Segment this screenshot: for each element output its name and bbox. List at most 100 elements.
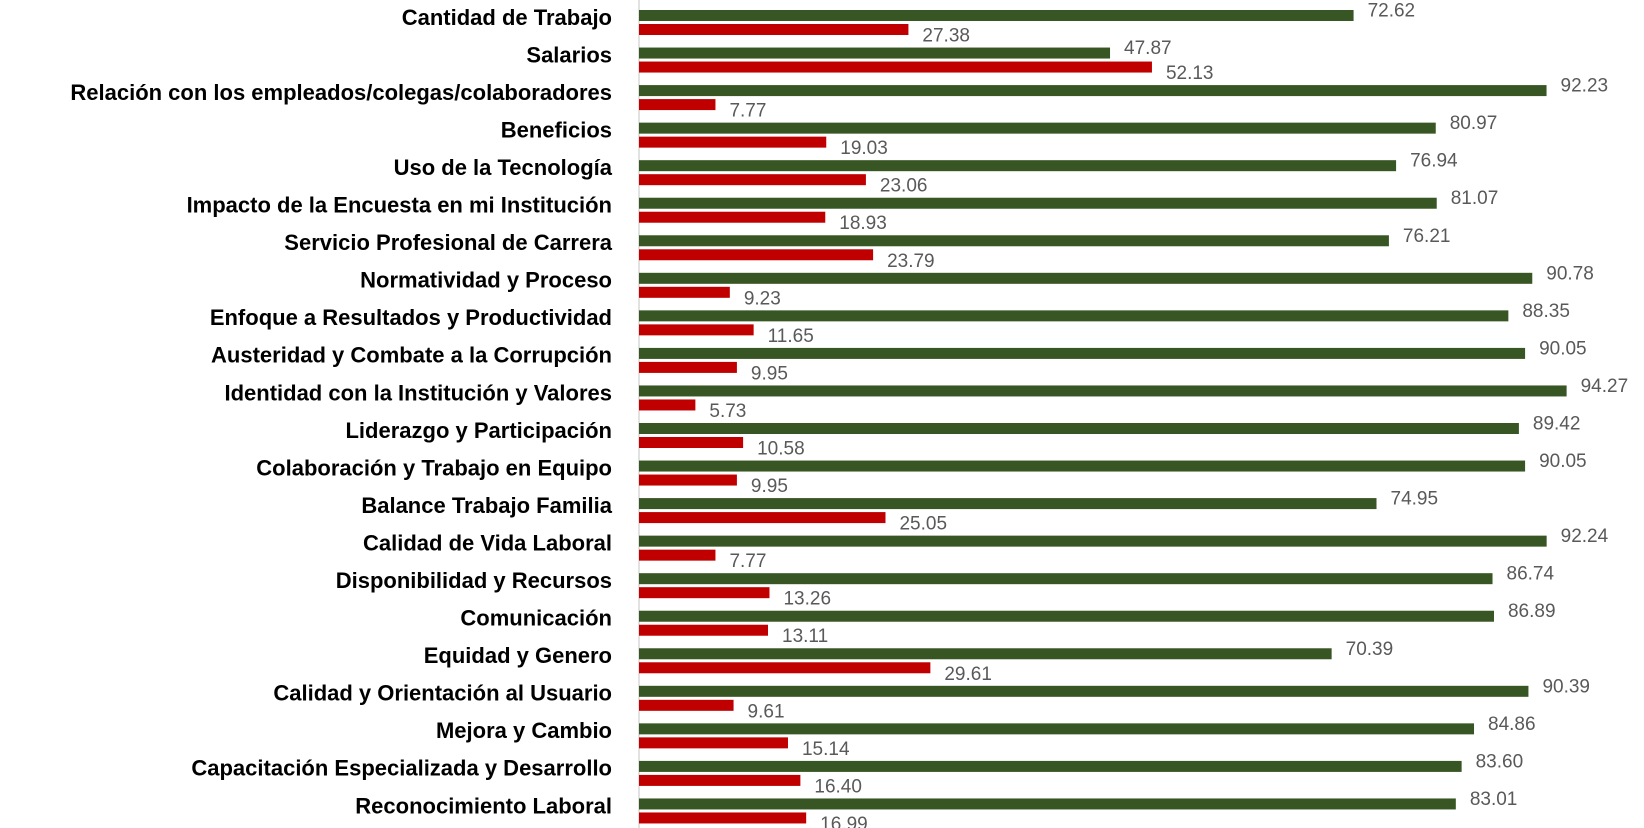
bar bbox=[639, 699, 734, 711]
category-label: Cantidad de Trabajo bbox=[402, 5, 612, 30]
bar bbox=[639, 160, 1397, 172]
bar bbox=[639, 211, 826, 223]
value-label: 94.27 bbox=[1581, 376, 1629, 397]
bar bbox=[639, 136, 827, 148]
category-label: Relación con los empleados/colegas/colab… bbox=[70, 80, 612, 105]
value-label: 52.13 bbox=[1166, 63, 1214, 84]
value-label: 89.42 bbox=[1533, 414, 1581, 435]
bar bbox=[639, 99, 716, 111]
value-label: 23.79 bbox=[887, 251, 935, 272]
value-label: 90.78 bbox=[1546, 263, 1594, 284]
value-label: 27.38 bbox=[922, 26, 970, 47]
bar bbox=[639, 624, 769, 636]
value-label: 9.95 bbox=[751, 476, 788, 497]
value-label: 90.05 bbox=[1539, 451, 1587, 472]
value-label: 76.94 bbox=[1410, 151, 1458, 172]
value-label: 25.05 bbox=[899, 514, 947, 535]
bar bbox=[639, 798, 1456, 810]
bar bbox=[639, 272, 1533, 284]
bar bbox=[639, 737, 788, 749]
bar bbox=[639, 347, 1526, 359]
bar bbox=[639, 662, 931, 674]
value-label: 13.26 bbox=[783, 589, 831, 610]
value-label: 9.23 bbox=[744, 288, 781, 309]
category-label: Uso de la Tecnología bbox=[394, 155, 613, 180]
category-label: Salarios bbox=[526, 42, 612, 67]
bar bbox=[639, 760, 1462, 772]
category-label: Colaboración y Trabajo en Equipo bbox=[256, 455, 612, 480]
bar bbox=[639, 423, 1519, 434]
bar bbox=[639, 723, 1475, 735]
bar bbox=[639, 474, 737, 486]
category-label: Beneficios bbox=[501, 117, 612, 142]
bar bbox=[639, 85, 1547, 97]
bar bbox=[639, 310, 1509, 322]
value-label: 74.95 bbox=[1391, 489, 1439, 510]
bar bbox=[639, 399, 696, 411]
value-label: 23.06 bbox=[880, 176, 928, 197]
category-label: Identidad con la Institución y Valores bbox=[224, 380, 612, 405]
value-label: 16.99 bbox=[820, 814, 868, 828]
bar bbox=[639, 324, 754, 336]
bar bbox=[639, 437, 744, 448]
category-label: Comunicación bbox=[460, 606, 612, 631]
category-label: Impacto de la Encuesta en mi Institución bbox=[187, 193, 612, 218]
value-label: 10.58 bbox=[757, 439, 805, 460]
bar bbox=[639, 610, 1494, 622]
value-label: 9.95 bbox=[751, 363, 788, 384]
bar bbox=[639, 587, 770, 599]
category-label: Reconocimiento Laboral bbox=[355, 793, 612, 818]
value-label: 84.86 bbox=[1488, 714, 1536, 735]
value-label: 16.40 bbox=[814, 776, 862, 797]
bar bbox=[639, 573, 1493, 585]
category-label: Capacitación Especializada y Desarrollo bbox=[191, 756, 612, 781]
value-label: 86.89 bbox=[1508, 601, 1556, 622]
bar bbox=[639, 549, 716, 561]
value-label: 70.39 bbox=[1346, 639, 1394, 660]
category-label: Austeridad y Combate a la Corrupción bbox=[211, 343, 612, 368]
value-label: 83.60 bbox=[1476, 751, 1524, 772]
value-label: 13.11 bbox=[782, 626, 828, 647]
bar bbox=[639, 249, 874, 261]
category-label: Equidad y Genero bbox=[424, 643, 612, 668]
bar bbox=[639, 122, 1436, 134]
value-label: 86.74 bbox=[1507, 564, 1555, 585]
value-label: 7.77 bbox=[729, 101, 766, 122]
category-label: Normatividad y Proceso bbox=[360, 268, 612, 293]
bar bbox=[639, 535, 1547, 547]
bar bbox=[639, 812, 807, 824]
category-label: Servicio Profesional de Carrera bbox=[284, 230, 612, 255]
category-label: Calidad de Vida Laboral bbox=[363, 530, 612, 555]
value-label: 47.87 bbox=[1124, 38, 1172, 59]
bar bbox=[639, 197, 1437, 209]
value-label: 81.07 bbox=[1451, 188, 1499, 209]
bar bbox=[639, 385, 1567, 397]
bar bbox=[639, 24, 909, 35]
value-label: 92.24 bbox=[1561, 526, 1609, 547]
value-label: 18.93 bbox=[839, 213, 887, 234]
bar bbox=[639, 174, 866, 186]
bar bbox=[639, 460, 1526, 472]
value-label: 5.73 bbox=[709, 401, 746, 422]
category-label: Mejora y Cambio bbox=[436, 718, 612, 743]
bar bbox=[639, 648, 1332, 660]
value-label: 76.21 bbox=[1403, 226, 1451, 247]
bar bbox=[639, 61, 1152, 73]
bar bbox=[639, 774, 801, 786]
value-label: 83.01 bbox=[1470, 789, 1518, 810]
value-label: 29.61 bbox=[944, 664, 992, 685]
value-label: 90.05 bbox=[1539, 338, 1587, 359]
value-label: 9.61 bbox=[748, 701, 785, 722]
value-label: 90.39 bbox=[1542, 676, 1590, 697]
value-label: 72.62 bbox=[1368, 1, 1416, 22]
bar bbox=[639, 361, 737, 373]
bar bbox=[639, 235, 1389, 247]
bar bbox=[639, 498, 1377, 510]
value-label: 19.03 bbox=[840, 138, 888, 159]
category-label: Calidad y Orientación al Usuario bbox=[273, 681, 612, 706]
value-label: 15.14 bbox=[802, 739, 850, 760]
value-label: 80.97 bbox=[1450, 113, 1498, 134]
category-label: Liderazgo y Participación bbox=[345, 418, 612, 443]
value-label: 7.77 bbox=[729, 551, 766, 572]
